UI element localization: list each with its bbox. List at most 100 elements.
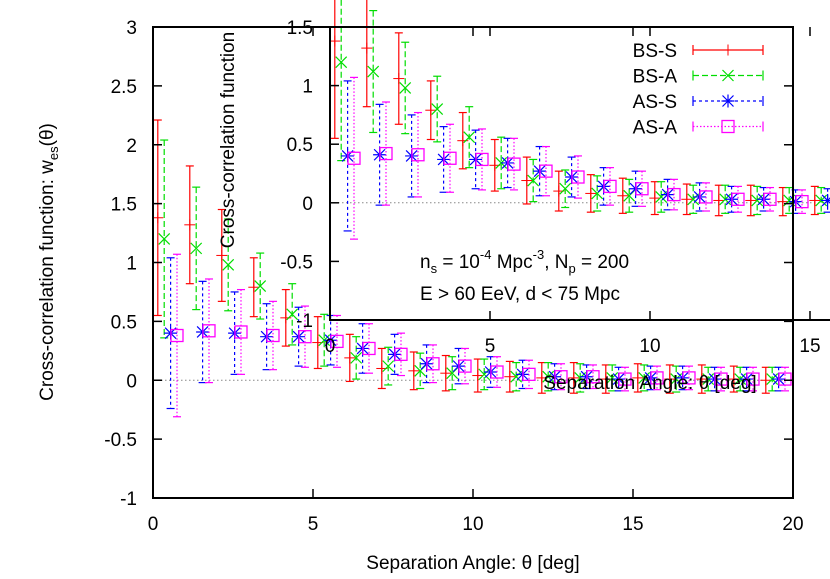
square-marker xyxy=(170,328,184,343)
main-y-tick-label: 0.5 xyxy=(111,312,137,333)
annotation-density: ns = 10-4 Mpc-3, Np = 200 xyxy=(420,247,629,276)
square-marker xyxy=(571,170,585,184)
square-marker xyxy=(746,372,760,386)
series-bs-s xyxy=(152,119,772,394)
main-y-tick-label: 3 xyxy=(126,18,137,39)
main-x-tick-label: 5 xyxy=(308,514,319,535)
main-y-tick-label: 2.5 xyxy=(111,77,137,98)
inset-x-tick-label: 5 xyxy=(485,336,496,357)
cross-marker xyxy=(559,182,572,195)
main-plot-data xyxy=(152,119,793,418)
legend-label: BS-A xyxy=(633,67,678,88)
cross-marker xyxy=(350,351,363,364)
inset-x-tick-label: 10 xyxy=(639,336,660,357)
square-marker xyxy=(379,146,393,161)
legend-item-as-a: AS-A xyxy=(633,118,764,139)
inset-y-tick-label: 0.5 xyxy=(287,135,313,156)
cross-marker xyxy=(382,360,395,373)
square-marker xyxy=(490,365,504,379)
main-x-axis-label: Separation Angle: θ [deg] xyxy=(366,553,579,574)
square-marker xyxy=(394,347,408,361)
cross-marker xyxy=(527,174,540,187)
cross-marker xyxy=(687,193,700,206)
square-marker xyxy=(731,192,745,206)
inset-y-tick-label: 0 xyxy=(302,194,313,215)
asterisk-marker xyxy=(821,193,830,207)
square-marker xyxy=(586,370,600,384)
square-marker xyxy=(795,194,809,209)
legend-item-as-s: AS-S xyxy=(633,92,764,113)
square-marker xyxy=(682,371,696,385)
main-x-tick-label: 15 xyxy=(622,514,643,535)
square-marker xyxy=(458,359,472,373)
main-x-tick-label: 10 xyxy=(462,514,483,535)
series-as-a xyxy=(347,76,809,240)
inset-x-axis-label: Separation Angle: θ [deg] xyxy=(543,373,756,394)
cross-marker xyxy=(399,82,412,94)
square-marker xyxy=(443,151,457,165)
inset-x-tick-label: 0 xyxy=(325,336,336,357)
square-marker xyxy=(347,151,361,165)
cross-marker xyxy=(367,65,380,78)
cross-marker xyxy=(222,258,235,271)
main-x-tick-label: 0 xyxy=(148,514,159,535)
square-marker xyxy=(522,367,536,382)
inset-y-tick-label: 1.5 xyxy=(287,18,313,39)
legend: BS-S BS-A AS-S AS-A xyxy=(633,41,764,139)
square-marker xyxy=(554,370,568,384)
cross-marker xyxy=(431,103,444,115)
square-marker xyxy=(266,328,280,343)
main-y-tick-label: 0 xyxy=(126,371,137,392)
series-as-a xyxy=(170,253,792,418)
main-y-tick-label: 1.5 xyxy=(111,195,137,216)
inset-y-tick-label: 1 xyxy=(302,77,313,98)
series-bs-s xyxy=(329,0,821,217)
square-marker xyxy=(202,324,216,338)
square-marker xyxy=(330,334,344,349)
main-y-tick-label: 1 xyxy=(126,254,137,275)
square-marker xyxy=(714,372,728,386)
square-marker xyxy=(362,341,376,356)
main-x-tick-label: 20 xyxy=(782,514,803,535)
main-y-axis-label: Cross-correlation function: wes(θ) xyxy=(37,123,61,401)
square-marker xyxy=(699,190,713,204)
legend-label: AS-S xyxy=(633,92,677,113)
legend-label: AS-A xyxy=(633,118,678,139)
main-y-tick-label: -1 xyxy=(120,489,137,510)
legend-label: BS-S xyxy=(633,41,677,62)
cross-marker xyxy=(254,280,267,292)
cross-marker xyxy=(335,56,348,69)
cross-marker xyxy=(478,368,491,381)
square-marker xyxy=(603,179,617,194)
inset-y-tick-label: -0.5 xyxy=(280,252,313,273)
square-marker xyxy=(411,148,425,162)
cross-marker xyxy=(190,242,203,255)
square-marker xyxy=(298,330,312,344)
series-bs-a xyxy=(335,0,828,216)
legend-item-bs-s: BS-S xyxy=(633,41,764,62)
cross-marker xyxy=(158,233,171,245)
main-y-tick-label: -0.5 xyxy=(104,430,137,451)
square-marker xyxy=(426,357,440,371)
annotation-cuts: E > 60 EeV, d < 75 Mpc xyxy=(420,284,620,305)
square-marker xyxy=(721,119,735,134)
square-marker xyxy=(667,187,681,202)
inset-plot-data xyxy=(329,0,830,240)
square-marker xyxy=(539,164,553,178)
square-marker xyxy=(475,152,489,167)
square-marker xyxy=(507,157,521,171)
square-marker xyxy=(763,192,777,206)
legend-item-bs-a: BS-A xyxy=(633,67,764,88)
asterisk-marker xyxy=(721,94,735,108)
main-y-tick-label: 2 xyxy=(126,136,137,157)
axes: 0 5 10 15 20-1-0.500.511.522.530 5 10 15-1-0.50… xyxy=(104,18,830,535)
cross-marker xyxy=(655,191,668,203)
cross-marker xyxy=(510,370,523,383)
inset-y-axis-label: Cross-correlation function xyxy=(218,32,239,248)
square-marker xyxy=(778,372,792,386)
cross-marker xyxy=(463,131,476,144)
square-marker xyxy=(635,182,649,196)
square-marker xyxy=(618,372,632,386)
cross-marker xyxy=(722,69,734,82)
